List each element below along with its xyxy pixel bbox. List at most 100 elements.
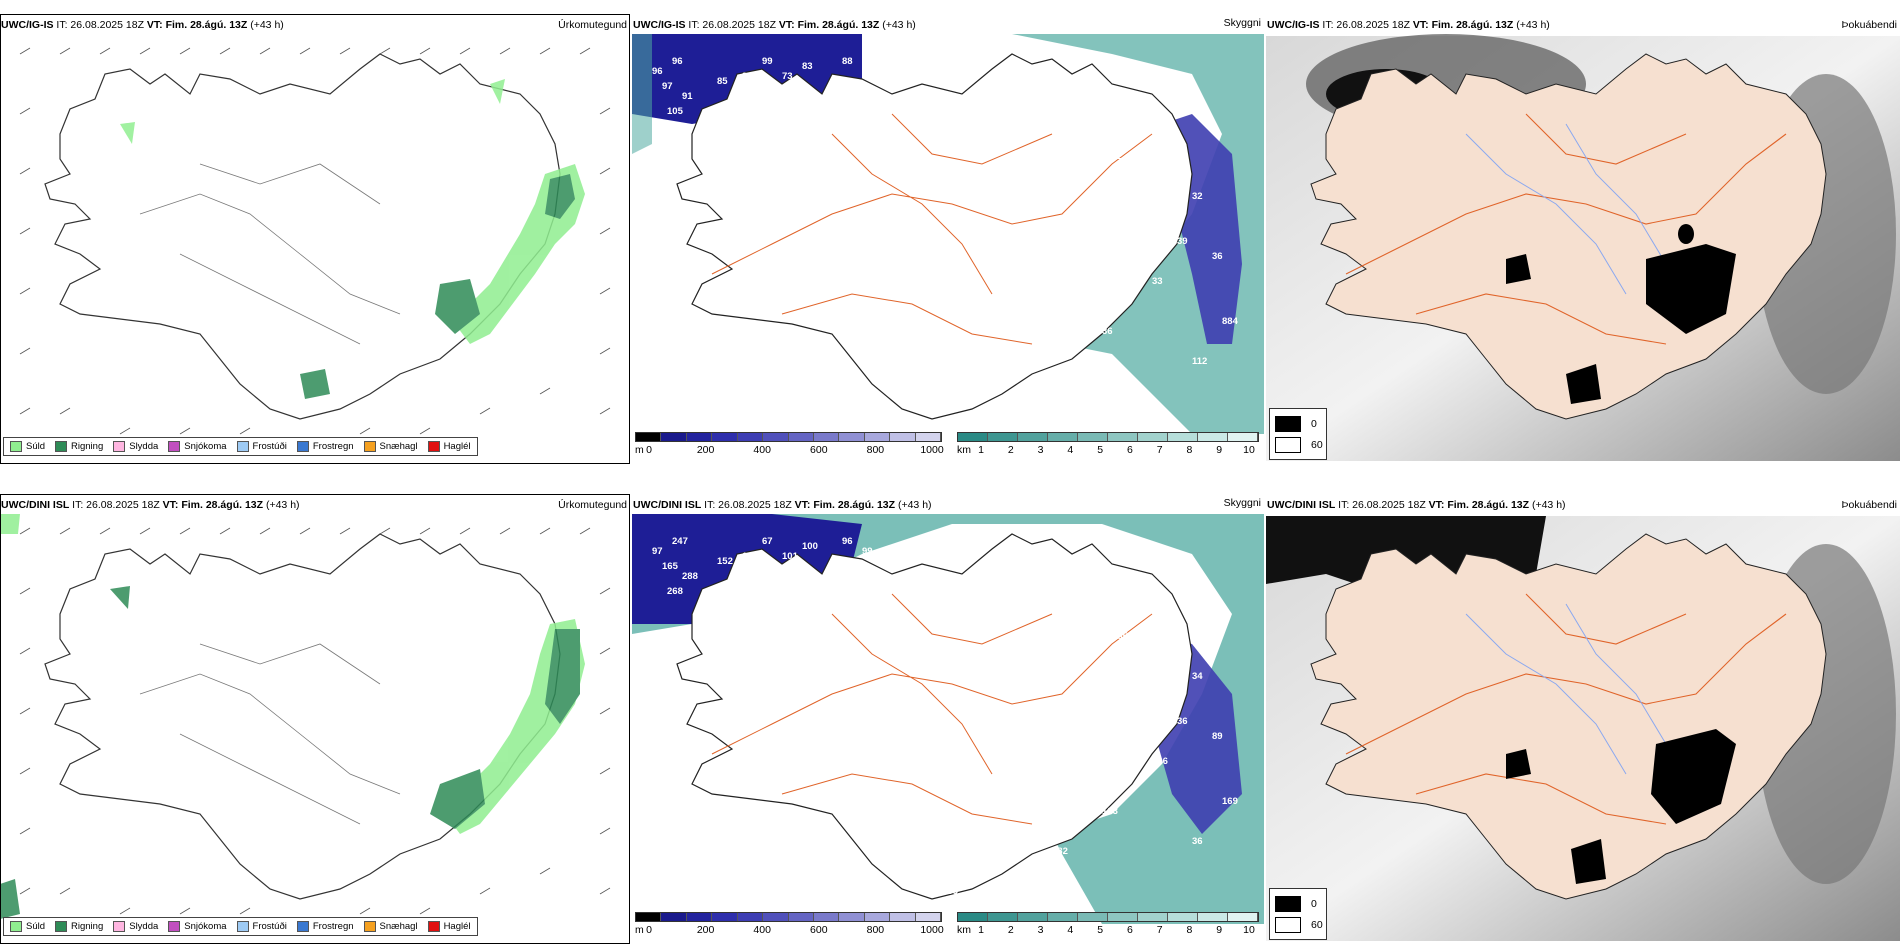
panel-title: Þokuábendi bbox=[1841, 499, 1897, 511]
legend-swatch bbox=[296, 921, 309, 932]
colorbar-segment bbox=[686, 433, 713, 441]
visibility-value: 288 bbox=[682, 571, 698, 582]
visibility-value: 128 bbox=[932, 876, 948, 887]
visibility-values-ig: 96 96 97 91 105 85 92 99 73 83 88 95 94 97 91 93 278 302 8… bbox=[652, 46, 1239, 407]
visibility-value: 92 bbox=[1082, 301, 1093, 312]
visibility-value: 41 bbox=[1172, 166, 1183, 177]
legend-swatch bbox=[1275, 416, 1301, 432]
lead-time: (+43 h) bbox=[897, 499, 932, 511]
visibility-value: 73 bbox=[782, 71, 793, 82]
colorbar-tick: 6 bbox=[1126, 924, 1133, 936]
colorbar-segment bbox=[661, 433, 687, 441]
visibility-value: 93 bbox=[822, 101, 833, 112]
precip-type-panel-dini: UWC/DINI ISL IT: 26.08.2025 18Z VT: Fim.… bbox=[0, 494, 630, 944]
colorbar-segment bbox=[1168, 913, 1198, 921]
colorbar-tick: 9 bbox=[1216, 444, 1223, 456]
model-name: UWC/IG-IS bbox=[1267, 19, 1320, 31]
lead-time: (+43 h) bbox=[882, 19, 916, 31]
colorbar-segment bbox=[915, 913, 942, 921]
legend-item: Súld bbox=[10, 441, 45, 452]
visibility-value: 152 bbox=[717, 556, 733, 567]
colorbar-segment bbox=[1048, 433, 1078, 441]
colorbar-tick: 400 bbox=[753, 444, 771, 456]
visibility-value: 36 bbox=[1132, 656, 1143, 667]
valid-time: VT: Fim. 28.ágú. 13Z bbox=[146, 19, 248, 31]
dewpoint-legend: 0 60 bbox=[1269, 888, 1327, 940]
visibility-colorbar: km 1 2 3 4 5 6 7 8 9 10 bbox=[957, 912, 1259, 938]
colorbar-tick: 4 bbox=[1067, 444, 1074, 456]
colorbar-segment bbox=[737, 913, 764, 921]
visibility-value: 32 bbox=[1077, 796, 1088, 807]
legend-label: Frostregn bbox=[312, 921, 354, 932]
colorbar-segment bbox=[712, 913, 738, 921]
colorbar-tick: 6 bbox=[1126, 444, 1133, 456]
visibility-value: 103 bbox=[1012, 276, 1028, 287]
visibility-value: 38 bbox=[1012, 756, 1023, 767]
legend-label: Haglél bbox=[443, 441, 471, 452]
visibility-value: 99 bbox=[822, 581, 833, 592]
legend-label: Frostregn bbox=[312, 441, 354, 452]
colorbar-segment bbox=[1018, 913, 1048, 921]
ceiling-bar bbox=[635, 432, 942, 442]
visibility-value: 57 bbox=[1187, 566, 1198, 577]
visibility-bar bbox=[957, 432, 1259, 442]
visibility-value: 85 bbox=[717, 76, 728, 87]
legend-swatch bbox=[168, 441, 181, 452]
legend-swatch bbox=[236, 921, 249, 932]
visibility-value: 62 bbox=[1007, 301, 1018, 312]
visibility-value: 40 bbox=[1172, 186, 1183, 197]
legend-label: 60 bbox=[1311, 919, 1323, 931]
visibility-value: 95 bbox=[862, 66, 873, 77]
visibility-value: 34 bbox=[1192, 671, 1203, 682]
colorbar-segment bbox=[813, 433, 840, 441]
visibility-value: 97 bbox=[662, 81, 673, 92]
colorbar-segment bbox=[839, 913, 865, 921]
visibility-value: 32 bbox=[1192, 191, 1203, 202]
colorbar-segment bbox=[1198, 913, 1228, 921]
visibility-value: 57 bbox=[1142, 641, 1153, 652]
legend-swatch bbox=[10, 921, 22, 932]
colorbar-segment bbox=[988, 913, 1018, 921]
colorbar-tick: 8 bbox=[1186, 444, 1193, 456]
panel-header: UWC/DINI ISL IT: 26.08.2025 18Z VT: Fim.… bbox=[1267, 499, 1566, 511]
colorbar-tick: 800 bbox=[866, 444, 885, 456]
colorbar-segment bbox=[864, 433, 891, 441]
colorbar-segment bbox=[1198, 433, 1228, 441]
visibility-value: 34 bbox=[1047, 821, 1058, 832]
colorbar-tick: 400 bbox=[753, 924, 771, 936]
visibility-value: 35 bbox=[1042, 766, 1053, 777]
visibility-value: 28 bbox=[932, 396, 943, 407]
visibility-value: 33 bbox=[1152, 276, 1163, 287]
legend-item: Frostregn bbox=[296, 441, 354, 452]
legend-label: 0 bbox=[1311, 898, 1317, 910]
lead-time: (+43 h) bbox=[1531, 499, 1566, 511]
panel-title: Skyggni bbox=[1223, 17, 1261, 29]
visibility-colorbar: km 1 2 3 4 5 6 7 8 9 10 bbox=[957, 432, 1259, 458]
colorbar-segment bbox=[1228, 913, 1258, 921]
visibility-value: 72 bbox=[897, 276, 908, 287]
model-name: UWC/DINI ISL bbox=[633, 499, 702, 511]
visibility-value: 36 bbox=[1192, 836, 1203, 847]
panel-title: Úrkomutegund bbox=[558, 19, 627, 31]
model-name: UWC/IG-IS bbox=[1, 19, 54, 31]
visibility-value: 96 bbox=[1127, 696, 1138, 707]
visibility-value: 37 bbox=[1157, 216, 1168, 227]
legend-item: Slydda bbox=[113, 921, 158, 932]
legend-item: Snjókoma bbox=[168, 921, 227, 932]
visibility-value: 182 bbox=[1052, 846, 1068, 857]
legend-swatch bbox=[427, 921, 440, 932]
ceiling-colorbar: m 0 200 400 600 800 1000 bbox=[635, 912, 944, 938]
model-name: UWC/DINI ISL bbox=[1267, 499, 1336, 511]
panel-title: Skyggni bbox=[1223, 497, 1261, 509]
visibility-value: 121 bbox=[742, 551, 759, 562]
precip-legend: Súld Rigning Slydda Snjókoma Frostúði Fr… bbox=[3, 917, 478, 936]
visibility-value: 29 bbox=[1127, 756, 1138, 767]
visibility-value: 268 bbox=[667, 586, 683, 597]
visibility-value: 51 bbox=[897, 756, 908, 767]
valid-time: VT: Fim. 28.ágú. 13Z bbox=[794, 499, 896, 511]
colorbar-segment bbox=[636, 913, 662, 921]
legend-label: Snæhagl bbox=[379, 441, 418, 452]
colorbar-segment bbox=[788, 433, 814, 441]
visibility-value: 169 bbox=[1222, 796, 1238, 807]
legend-swatch bbox=[55, 441, 68, 452]
